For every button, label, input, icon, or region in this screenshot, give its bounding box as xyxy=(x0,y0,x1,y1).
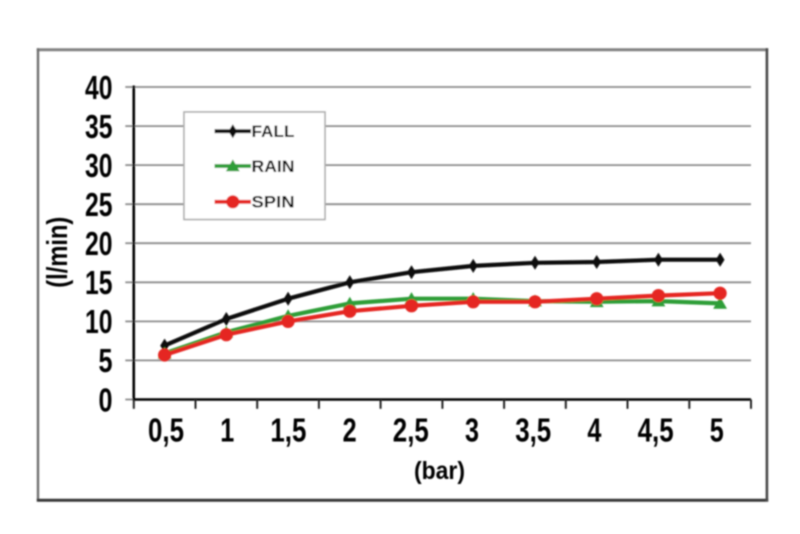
svg-text:(bar): (bar) xyxy=(414,457,465,485)
svg-text:10: 10 xyxy=(85,304,113,341)
svg-text:0,5: 0,5 xyxy=(148,413,184,450)
svg-text:0: 0 xyxy=(99,382,113,419)
svg-text:RAIN: RAIN xyxy=(252,158,295,176)
svg-text:5: 5 xyxy=(99,343,113,380)
svg-text:4: 4 xyxy=(587,413,601,450)
svg-text:1,5: 1,5 xyxy=(270,413,306,450)
svg-text:40: 40 xyxy=(85,70,113,107)
svg-text:3,5: 3,5 xyxy=(515,413,551,450)
svg-text:(l/min): (l/min) xyxy=(42,217,74,288)
svg-text:2: 2 xyxy=(343,413,357,450)
svg-text:2,5: 2,5 xyxy=(393,413,429,450)
svg-text:15: 15 xyxy=(85,265,113,302)
svg-text:SPIN: SPIN xyxy=(252,194,295,212)
svg-text:1: 1 xyxy=(220,413,234,450)
svg-text:30: 30 xyxy=(85,148,113,185)
svg-text:35: 35 xyxy=(85,109,113,146)
svg-text:3: 3 xyxy=(465,413,479,450)
svg-text:4,5: 4,5 xyxy=(638,413,674,450)
svg-text:FALL: FALL xyxy=(252,123,295,141)
svg-text:25: 25 xyxy=(85,187,113,224)
svg-text:5: 5 xyxy=(710,413,724,450)
svg-text:20: 20 xyxy=(85,226,113,263)
